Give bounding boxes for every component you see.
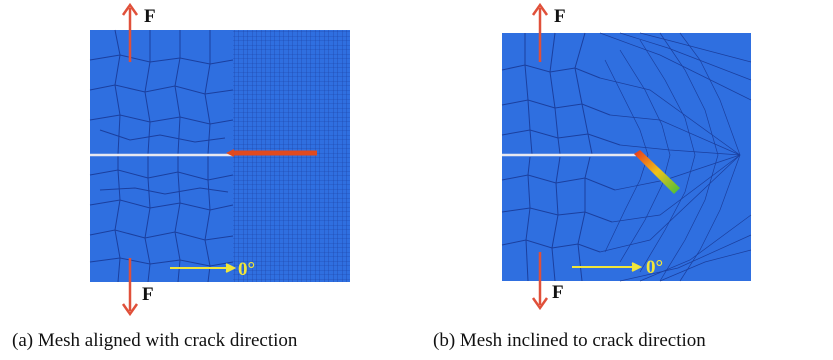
mesh-domain-b (502, 33, 751, 281)
force-label-top-a: F (144, 6, 156, 27)
caption-a: (a) Mesh aligned with crack direction (12, 330, 298, 351)
coarse-mesh-b (501, 32, 621, 282)
force-arrow-top-a (121, 2, 139, 62)
angle-arrow-a (170, 263, 237, 273)
angle-label-a: 0° (238, 259, 255, 280)
radial-mesh-b (599, 32, 752, 282)
crack-growth-b (634, 150, 680, 194)
force-label-top-b: F (554, 6, 566, 27)
fine-mesh-a (233, 30, 350, 282)
force-arrow-top-b (531, 2, 549, 62)
panel-b: F F 0° (501, 2, 752, 311)
coarse-mesh-a (89, 29, 234, 283)
force-arrow-bottom-a (121, 258, 139, 317)
crack-growth-a (226, 149, 317, 157)
force-label-bottom-a: F (142, 284, 154, 305)
caption-b: (b) Mesh inclined to crack direction (433, 330, 706, 351)
panel-a: F F 0° (89, 2, 350, 317)
angle-label-b: 0° (646, 257, 663, 278)
angle-arrow-b (572, 262, 643, 272)
force-label-bottom-b: F (552, 282, 564, 303)
force-arrow-bottom-b (531, 252, 549, 311)
